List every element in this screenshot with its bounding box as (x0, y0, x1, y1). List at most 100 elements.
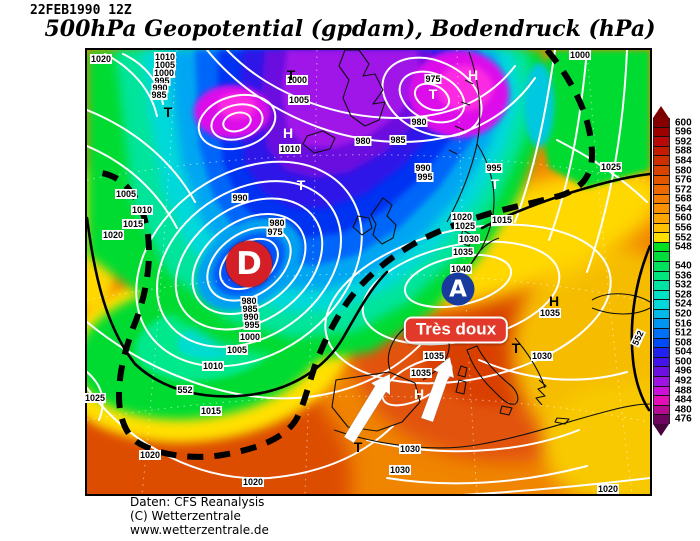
isobar-label: 985 (241, 304, 259, 314)
colorbar-tick-label: 576 (675, 174, 692, 186)
colorbar-segment (654, 118, 669, 127)
colorbar-segment (654, 280, 669, 290)
isobar-label: 990 (414, 163, 432, 173)
colorbar-tick-label: 572 (675, 184, 692, 196)
colorbar-segment (654, 289, 669, 300)
isobar-label: 980 (268, 218, 286, 228)
colorbar-segment (654, 299, 669, 309)
isobar-label: 1025 (453, 221, 477, 231)
isobar-label: 1020 (138, 450, 162, 460)
isobar-label: 1010 (153, 52, 177, 62)
colorbar-tick-label: 480 (675, 404, 692, 416)
colorbar-tick-label: 584 (675, 155, 692, 167)
colorbar-tick-label: 500 (675, 356, 692, 368)
isobar-label: 1000 (238, 332, 262, 342)
colorbar-segment (654, 232, 669, 242)
colorbar-segment (654, 184, 669, 194)
pressure-center-T: T (511, 340, 521, 356)
pressure-center-T: T (296, 177, 306, 193)
pressure-center-T: T (490, 176, 500, 192)
colorbar-segment (654, 203, 669, 213)
isobar-label: 995 (485, 163, 503, 173)
colorbar-tick-label: 476 (675, 413, 692, 425)
colorbar-segment (654, 164, 669, 175)
isobar-label: 1000 (152, 68, 176, 78)
isobar-label: 1030 (457, 234, 481, 244)
colorbar-tick-label: 520 (675, 308, 692, 320)
isobar-label: 975 (266, 227, 284, 237)
colorbar-tick-label: 596 (675, 126, 692, 138)
colorbar-tick-label: 488 (675, 385, 692, 397)
colorbar-arrow-down-icon (653, 424, 669, 436)
run-datetime: 22FEB1990 12Z (30, 3, 132, 18)
isobar-label: 1015 (490, 215, 514, 225)
colorbar-segment (654, 395, 669, 405)
colorbar-tick-label: 532 (675, 279, 692, 291)
isobar-label: 1035 (538, 308, 562, 318)
isobar-label: 1040 (449, 264, 473, 274)
colorbar-segment (654, 347, 669, 357)
colorbar-tick-label: 540 (675, 260, 692, 272)
isobar-label: 1030 (398, 444, 422, 454)
pressure-center-H: H (282, 125, 294, 141)
colorbar-segment (654, 145, 669, 156)
colorbar-legend: 600 596 592 588 584 580 576 572 568 564 560 556 552 5… (653, 106, 699, 448)
isobar-label: 1035 (409, 368, 433, 378)
colorbar-tick-label: 588 (675, 145, 692, 157)
colorbar-tick-label: 504 (675, 346, 692, 358)
map-title: 500hPa Geopotential (gpdam), Bodendruck … (44, 16, 656, 42)
colorbar-segment (654, 356, 669, 367)
isobar-label: 1020 (241, 477, 265, 487)
colorbar-tick-label: 512 (675, 327, 692, 339)
attribution-source: Daten: CFS Reanalysis (130, 495, 265, 509)
low-pressure-letter: D (236, 246, 262, 282)
isobar-label: 995 (243, 320, 261, 330)
isobar-label: 990 (151, 83, 169, 93)
colorbar-arrow-up-icon (653, 106, 669, 118)
isobar-label: 985 (389, 135, 407, 145)
isobar-label: 975 (424, 74, 442, 84)
pressure-center-T: T (286, 67, 296, 83)
colorbar-segment (654, 241, 669, 252)
isobar-label: 1015 (199, 406, 223, 416)
attribution: Daten: CFS Reanalysis (C) Wetterzentrale… (130, 495, 269, 537)
colorbar-tick-label: 548 (675, 241, 692, 253)
height-contour-label: 552 (629, 328, 647, 348)
colorbar-tick-label: 528 (675, 289, 692, 301)
isobar-label: 1035 (422, 351, 446, 361)
colorbar-segment (654, 193, 669, 204)
map-canvas: 1020 1010 1005 1000 995 990 985 1000 1005 1010 975… (83, 48, 652, 496)
pressure-center-T: T (353, 439, 363, 455)
colorbar-tick-label: 568 (675, 193, 692, 205)
map-svg (87, 50, 650, 494)
colorbar-segment (654, 212, 669, 223)
colorbar-segment (654, 385, 669, 396)
colorbar-tick-label: 564 (675, 203, 692, 215)
isobar-label: 1000 (285, 75, 309, 85)
colorbar-segment (654, 376, 669, 386)
colorbar-segment (654, 136, 669, 146)
pressure-center-H: H (548, 293, 560, 309)
colorbar-tick-label: 580 (675, 165, 692, 177)
isobar-label: 1005 (153, 60, 177, 70)
colorbar-tick-label: 492 (675, 375, 692, 387)
high-pressure-marker: A (441, 272, 475, 306)
height-contour-label: 552 (176, 385, 194, 395)
isobar-label: 1005 (287, 95, 311, 105)
colorbar-tick-label: 516 (675, 318, 692, 330)
isobar-label: 990 (242, 312, 260, 322)
isobar-label: 985 (150, 90, 168, 100)
colorbar-segment (654, 174, 669, 185)
isobar-label: 1020 (89, 54, 113, 64)
colorbar-body (653, 118, 670, 424)
isobar-label: 980 (354, 136, 372, 146)
colorbar-segment (654, 366, 669, 377)
colorbar-segment (654, 126, 669, 137)
arrow-up-right-2 (420, 356, 455, 423)
graticule (87, 50, 650, 494)
isobar-label: 980 (240, 296, 258, 306)
colorbar-tick-label: 524 (675, 298, 692, 310)
isobar-label: 980 (410, 117, 428, 127)
isobar-label: 995 (153, 76, 171, 86)
